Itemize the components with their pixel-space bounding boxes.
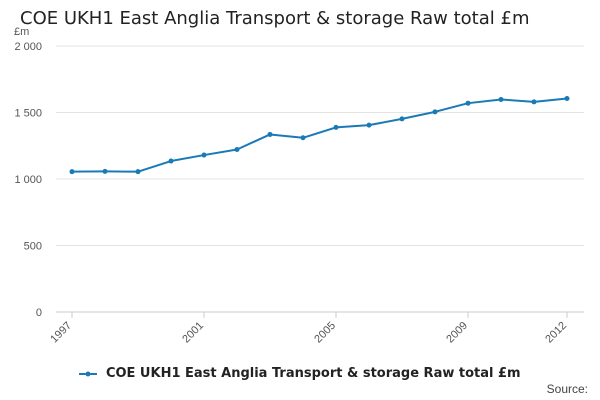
x-tick-label: 2001 — [180, 320, 206, 346]
data-point — [201, 152, 207, 158]
data-point — [564, 96, 570, 102]
y-tick-label: 0 — [36, 307, 42, 319]
data-point — [234, 146, 240, 152]
x-tick-label: 2012 — [543, 320, 569, 346]
x-tick-label: 2005 — [312, 320, 338, 346]
legend-series-label: COE UKH1 East Anglia Transport & storage… — [105, 366, 521, 381]
data-point — [168, 158, 174, 164]
source-label: Source: — [546, 382, 588, 396]
data-point — [69, 169, 75, 175]
series-line — [71, 97, 568, 173]
y-axis-unit-label: £m — [14, 26, 30, 38]
data-point — [432, 109, 438, 115]
data-point — [102, 168, 108, 174]
data-point — [465, 100, 471, 106]
data-point — [135, 169, 141, 175]
data-point — [267, 131, 273, 137]
x-tick-label: 2009 — [444, 320, 470, 346]
data-point — [366, 122, 372, 128]
grid-layer — [56, 45, 584, 246]
axis-layer: 0 500 1 000 1 500 2 000 1997 2001 2005 2009 2012 — [14, 41, 584, 345]
data-point — [498, 96, 504, 102]
x-tick-label: 1997 — [48, 320, 74, 346]
data-point — [300, 135, 306, 141]
data-point — [399, 116, 405, 122]
y-tick-label: 1 500 — [14, 108, 42, 120]
y-tick-label: 1 000 — [14, 174, 42, 186]
chart-title: COE UKH1 East Anglia Transport & storage… — [20, 8, 530, 29]
legend: COE UKH1 East Anglia Transport & storage… — [0, 366, 600, 381]
data-point — [531, 99, 537, 105]
legend-line-marker-icon — [79, 371, 98, 376]
y-tick-label: 500 — [24, 241, 42, 253]
data-point — [333, 124, 339, 130]
series-layer — [69, 96, 570, 175]
y-tick-label: 2 000 — [14, 41, 42, 53]
